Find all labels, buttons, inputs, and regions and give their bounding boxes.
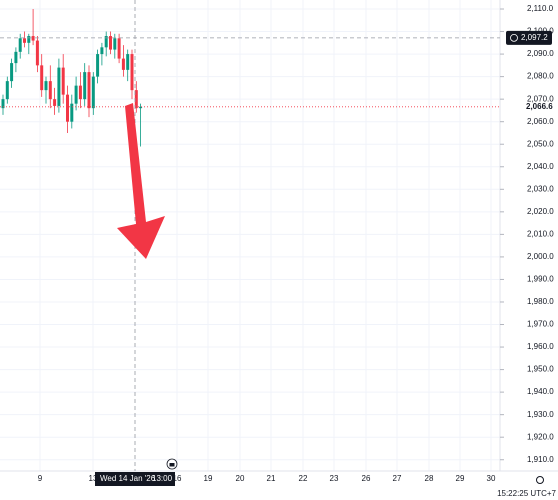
- candle-body: [96, 54, 100, 77]
- candle-body: [18, 38, 22, 52]
- candle-body: [5, 81, 9, 100]
- candle-body: [48, 81, 52, 100]
- candle-body: [27, 36, 31, 43]
- y-tick-label: 2,090.0: [527, 49, 554, 58]
- candle-body: [44, 81, 48, 91]
- candle-body: [10, 63, 14, 82]
- candle-body: [100, 47, 104, 55]
- candle-body: [83, 72, 87, 100]
- clock: 15:22:25 UTC+7: [497, 489, 556, 498]
- y-tick-label: 2,060.0: [527, 117, 554, 126]
- candle-body: [130, 54, 134, 91]
- x-tick-label: 9: [38, 474, 43, 483]
- crosshair-price-box: [506, 30, 552, 45]
- x-tick-label: 23: [330, 474, 339, 483]
- y-tick-label: 2,020.0: [527, 207, 554, 216]
- candle-body: [113, 38, 117, 50]
- x-tick-label: 26: [362, 474, 371, 483]
- candles: [1, 9, 143, 147]
- y-tick-label: 1,990.0: [527, 275, 554, 284]
- candle-body: [66, 94, 69, 122]
- y-tick-label: 2,050.0: [527, 139, 554, 148]
- x-tick-label: 28: [425, 474, 434, 483]
- candle-body: [14, 51, 18, 64]
- candle-body: [35, 40, 39, 66]
- y-tick-label: 2,110.0: [527, 4, 554, 13]
- x-tick-label: 21: [267, 474, 276, 483]
- last-price-box: [521, 100, 558, 113]
- candle-body: [23, 38, 26, 43]
- candle-body: [87, 72, 91, 109]
- y-tick-label: 2,010.0: [527, 229, 554, 238]
- y-tick-label: 1,970.0: [527, 320, 554, 329]
- y-tick-label: 1,930.0: [527, 410, 554, 419]
- candle-body: [1, 99, 5, 109]
- candle-body: [139, 106, 143, 109]
- lock-icon: [166, 458, 178, 470]
- x-tick-label: 13: [89, 474, 98, 483]
- down-arrow-annotation: [117, 103, 165, 259]
- candle-body: [91, 76, 95, 109]
- candle-body: [104, 36, 108, 48]
- y-tick-label: 2,030.0: [527, 184, 554, 193]
- x-tick-label: 16: [173, 474, 182, 483]
- y-tick-label: 1,920.0: [527, 432, 554, 441]
- y-tick-label: 1,940.0: [527, 387, 554, 396]
- x-tick-label: 19: [204, 474, 213, 483]
- candle-body: [40, 65, 44, 91]
- crosshair-time-label: 13:00: [152, 474, 173, 483]
- candle-body: [134, 90, 138, 109]
- crosshair-date-label: Wed 14 Jan '26: [100, 474, 156, 483]
- y-tick-label: 2,040.0: [527, 162, 554, 171]
- candle-body: [117, 38, 121, 59]
- candle-body: [126, 54, 130, 70]
- y-tick-label: 2,070.0: [527, 94, 554, 103]
- x-tick-label: 29: [456, 474, 465, 483]
- x-tick-label: 20: [236, 474, 245, 483]
- crosshair-plus-icon: [510, 33, 518, 42]
- candle-body: [61, 67, 65, 95]
- y-tick-label: 1,910.0: [527, 455, 554, 464]
- y-tick-label: 1,980.0: [527, 297, 554, 306]
- y-tick-label: 2,100.0: [527, 27, 554, 36]
- last-price-label: 2,066.6: [526, 102, 553, 111]
- x-tick-label: 30: [487, 474, 496, 483]
- crosshair-time-box: [95, 472, 175, 486]
- y-tick-label: 1,950.0: [527, 365, 554, 374]
- settings-icon[interactable]: [536, 476, 544, 484]
- candle-body: [121, 58, 125, 70]
- candle-body: [70, 103, 74, 122]
- y-tick-label: 2,080.0: [527, 72, 554, 81]
- y-tick-label: 2,000.0: [527, 252, 554, 261]
- candle-body: [74, 85, 78, 104]
- candle-body: [53, 99, 57, 106]
- x-tick-label: 22: [299, 474, 308, 483]
- candle-body: [57, 67, 61, 106]
- candle-body: [78, 85, 82, 100]
- y-tick-label: 1,960.0: [527, 342, 554, 351]
- candle-body: [109, 36, 112, 50]
- grid: [0, 0, 500, 471]
- x-tick-label: 27: [393, 474, 402, 483]
- crosshair-price-label: 2,097.2: [521, 33, 548, 42]
- candle-body: [31, 36, 35, 41]
